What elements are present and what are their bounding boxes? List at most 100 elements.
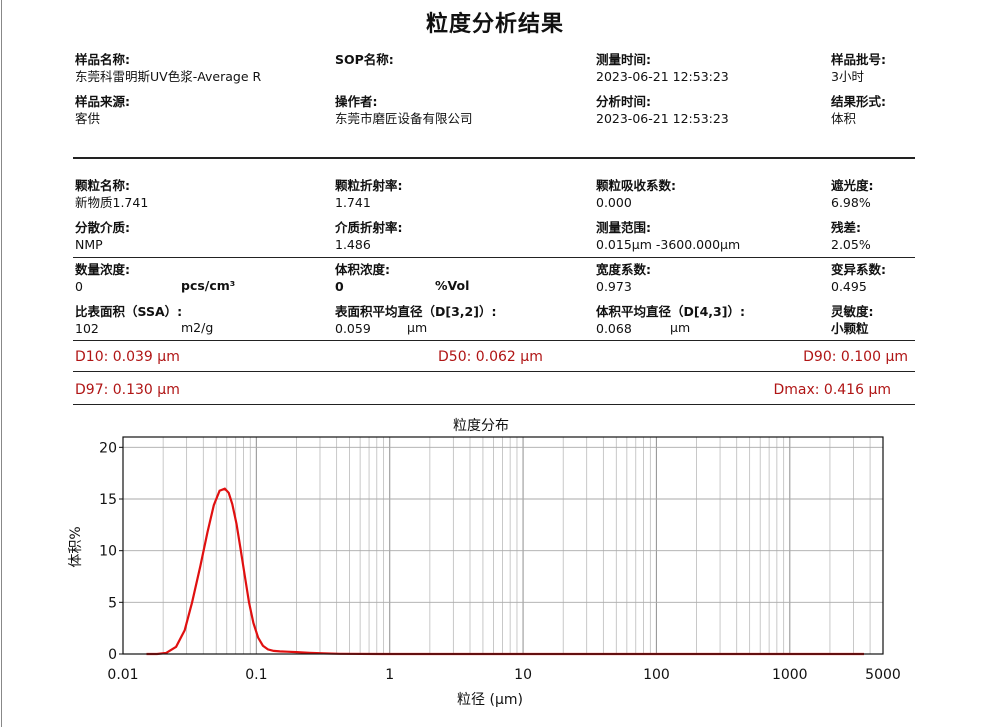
d32-field: 表面积平均直径（D[3,2]）: 0.059 <box>335 303 496 337</box>
medium-ri-label: 介质折射率: <box>335 220 403 235</box>
sensitivity-field: 灵敏度: 小颗粒 <box>831 303 874 337</box>
d43-unit: μm <box>670 320 691 335</box>
sample-name-field: 样品名称: 东莞科雷明斯UV色浆-Average R <box>75 51 261 85</box>
span-label: 宽度系数: <box>596 262 651 277</box>
d50-value: D50: 0.062 μm <box>438 349 543 365</box>
x-tick-label: 10 <box>514 667 532 683</box>
y-axis-label: 体积% <box>68 526 84 567</box>
operator-field: 操作者: 东莞市磨匠设备有限公司 <box>335 93 473 127</box>
chart-grid <box>123 437 883 654</box>
distribution-curve <box>146 487 864 656</box>
dvalues-bottom-divider <box>73 404 915 405</box>
range-value: 0.015μm -3600.000μm <box>596 237 741 252</box>
obscuration-label: 遮光度: <box>831 178 874 193</box>
range-field: 测量范围: 0.015μm -3600.000μm <box>596 219 740 253</box>
d10-value: D10: 0.039 μm <box>75 349 180 365</box>
d32-unit: μm <box>407 320 428 335</box>
sop-name-field: SOP名称: <box>335 51 394 68</box>
measure-time-field: 测量时间: 2023-06-21 12:53:23 <box>596 51 729 85</box>
obscuration-value: 6.98% <box>831 195 871 210</box>
x-axis-ticks: 0.01 0.1 1 10 100 1000 5000 <box>107 667 900 683</box>
number-conc-label: 数量浓度: <box>75 262 130 277</box>
analysis-time-value: 2023-06-21 12:53:23 <box>596 111 729 126</box>
y-tick-label: 5 <box>108 595 117 611</box>
measure-time-value: 2023-06-21 12:53:23 <box>596 69 729 84</box>
ssa-label: 比表面积（SSA）: <box>75 304 183 319</box>
chart-title: 粒度分布 <box>453 418 509 434</box>
y-tick-label: 0 <box>108 647 117 663</box>
uniformity-value: 0.495 <box>831 279 867 294</box>
medium-ri-field: 介质折射率: 1.486 <box>335 219 403 253</box>
number-conc-value: 0 <box>75 279 83 294</box>
particle-abs-field: 颗粒吸收系数: 0.000 <box>596 177 676 211</box>
d97-value: D97: 0.130 μm <box>75 382 180 398</box>
particle-ri-label: 颗粒折射率: <box>335 178 403 193</box>
analysis-time-field: 分析时间: 2023-06-21 12:53:23 <box>596 93 729 127</box>
number-conc-field: 数量浓度: 0 <box>75 261 130 295</box>
d32-value: 0.059 <box>335 321 371 336</box>
dispersant-field: 分散介质: NMP <box>75 219 130 253</box>
result-form-value: 体积 <box>831 111 857 126</box>
x-tick-label: 5000 <box>865 667 901 683</box>
particle-abs-label: 颗粒吸收系数: <box>596 178 676 193</box>
x-tick-label: 1000 <box>772 667 808 683</box>
batch-no-field: 样品批号: 3小时 <box>831 51 886 85</box>
batch-no-value: 3小时 <box>831 69 864 84</box>
result-form-label: 结果形式: <box>831 94 886 109</box>
y-tick-label: 20 <box>99 440 117 456</box>
x-axis-label: 粒径 (μm) <box>457 692 523 708</box>
d32-label: 表面积平均直径（D[3,2]）: <box>335 304 497 319</box>
dvalues-mid-divider <box>73 371 915 372</box>
sop-name-label: SOP名称: <box>335 52 394 67</box>
residual-field: 残差: 2.05% <box>831 219 871 253</box>
operator-label: 操作者: <box>335 94 378 109</box>
dispersant-label: 分散介质: <box>75 220 130 235</box>
y-axis-ticks: 0 5 10 15 20 <box>99 440 123 663</box>
ssa-value: 102 <box>75 321 99 336</box>
dispersant-value: NMP <box>75 237 103 252</box>
ssa-unit: m2/g <box>181 320 214 335</box>
span-value: 0.973 <box>596 279 632 294</box>
x-tick-label: 0.1 <box>245 667 267 683</box>
batch-no-label: 样品批号: <box>831 52 886 67</box>
ssa-field: 比表面积（SSA）: 102 <box>75 303 182 337</box>
d90-value: D90: 0.100 μm <box>803 349 908 365</box>
particle-name-field: 颗粒名称: 新物质1.741 <box>75 177 148 211</box>
y-tick-label: 15 <box>99 492 117 508</box>
volume-conc-unit: %Vol <box>435 278 470 293</box>
sample-name-label: 样品名称: <box>75 52 130 67</box>
uniformity-field: 变异系数: 0.495 <box>831 261 886 295</box>
sample-name-value: 东莞科雷明斯UV色浆-Average R <box>75 69 262 84</box>
number-conc-unit: pcs/cm³ <box>181 278 236 293</box>
obscuration-field: 遮光度: 6.98% <box>831 177 874 211</box>
volume-conc-label: 体积浓度: <box>335 262 390 277</box>
sample-source-label: 样品来源: <box>75 94 130 109</box>
y-tick-label: 10 <box>99 544 117 560</box>
plot-frame <box>122 436 884 655</box>
x-tick-label: 1 <box>385 667 394 683</box>
result-form-field: 结果形式: 体积 <box>831 93 886 127</box>
dvalues-top-divider <box>73 340 915 341</box>
span-field: 宽度系数: 0.973 <box>596 261 651 295</box>
sample-source-field: 样品来源: 客供 <box>75 93 130 127</box>
uniformity-label: 变异系数: <box>831 262 886 277</box>
particle-name-label: 颗粒名称: <box>75 178 130 193</box>
dmax-value: Dmax: 0.416 μm <box>773 382 891 398</box>
medium-ri-value: 1.486 <box>335 237 371 252</box>
sample-source-value: 客供 <box>75 111 101 126</box>
volume-conc-field: 体积浓度: 0 <box>335 261 390 295</box>
d43-field: 体积平均直径（D[4,3]）: 0.068 <box>596 303 745 337</box>
particle-name-value: 新物质1.741 <box>75 195 149 210</box>
sensitivity-label: 灵敏度: <box>831 304 874 319</box>
row-divider <box>73 257 915 258</box>
residual-value: 2.05% <box>831 237 871 252</box>
volume-conc-value: 0 <box>335 279 344 294</box>
section-divider <box>73 157 915 159</box>
residual-label: 残差: <box>831 220 861 235</box>
x-tick-label: 100 <box>643 667 670 683</box>
report-title: 粒度分析结果 <box>425 12 564 37</box>
measure-time-label: 测量时间: <box>596 52 651 67</box>
d43-label: 体积平均直径（D[4,3]）: <box>596 304 745 319</box>
page-left-border <box>1 0 2 727</box>
